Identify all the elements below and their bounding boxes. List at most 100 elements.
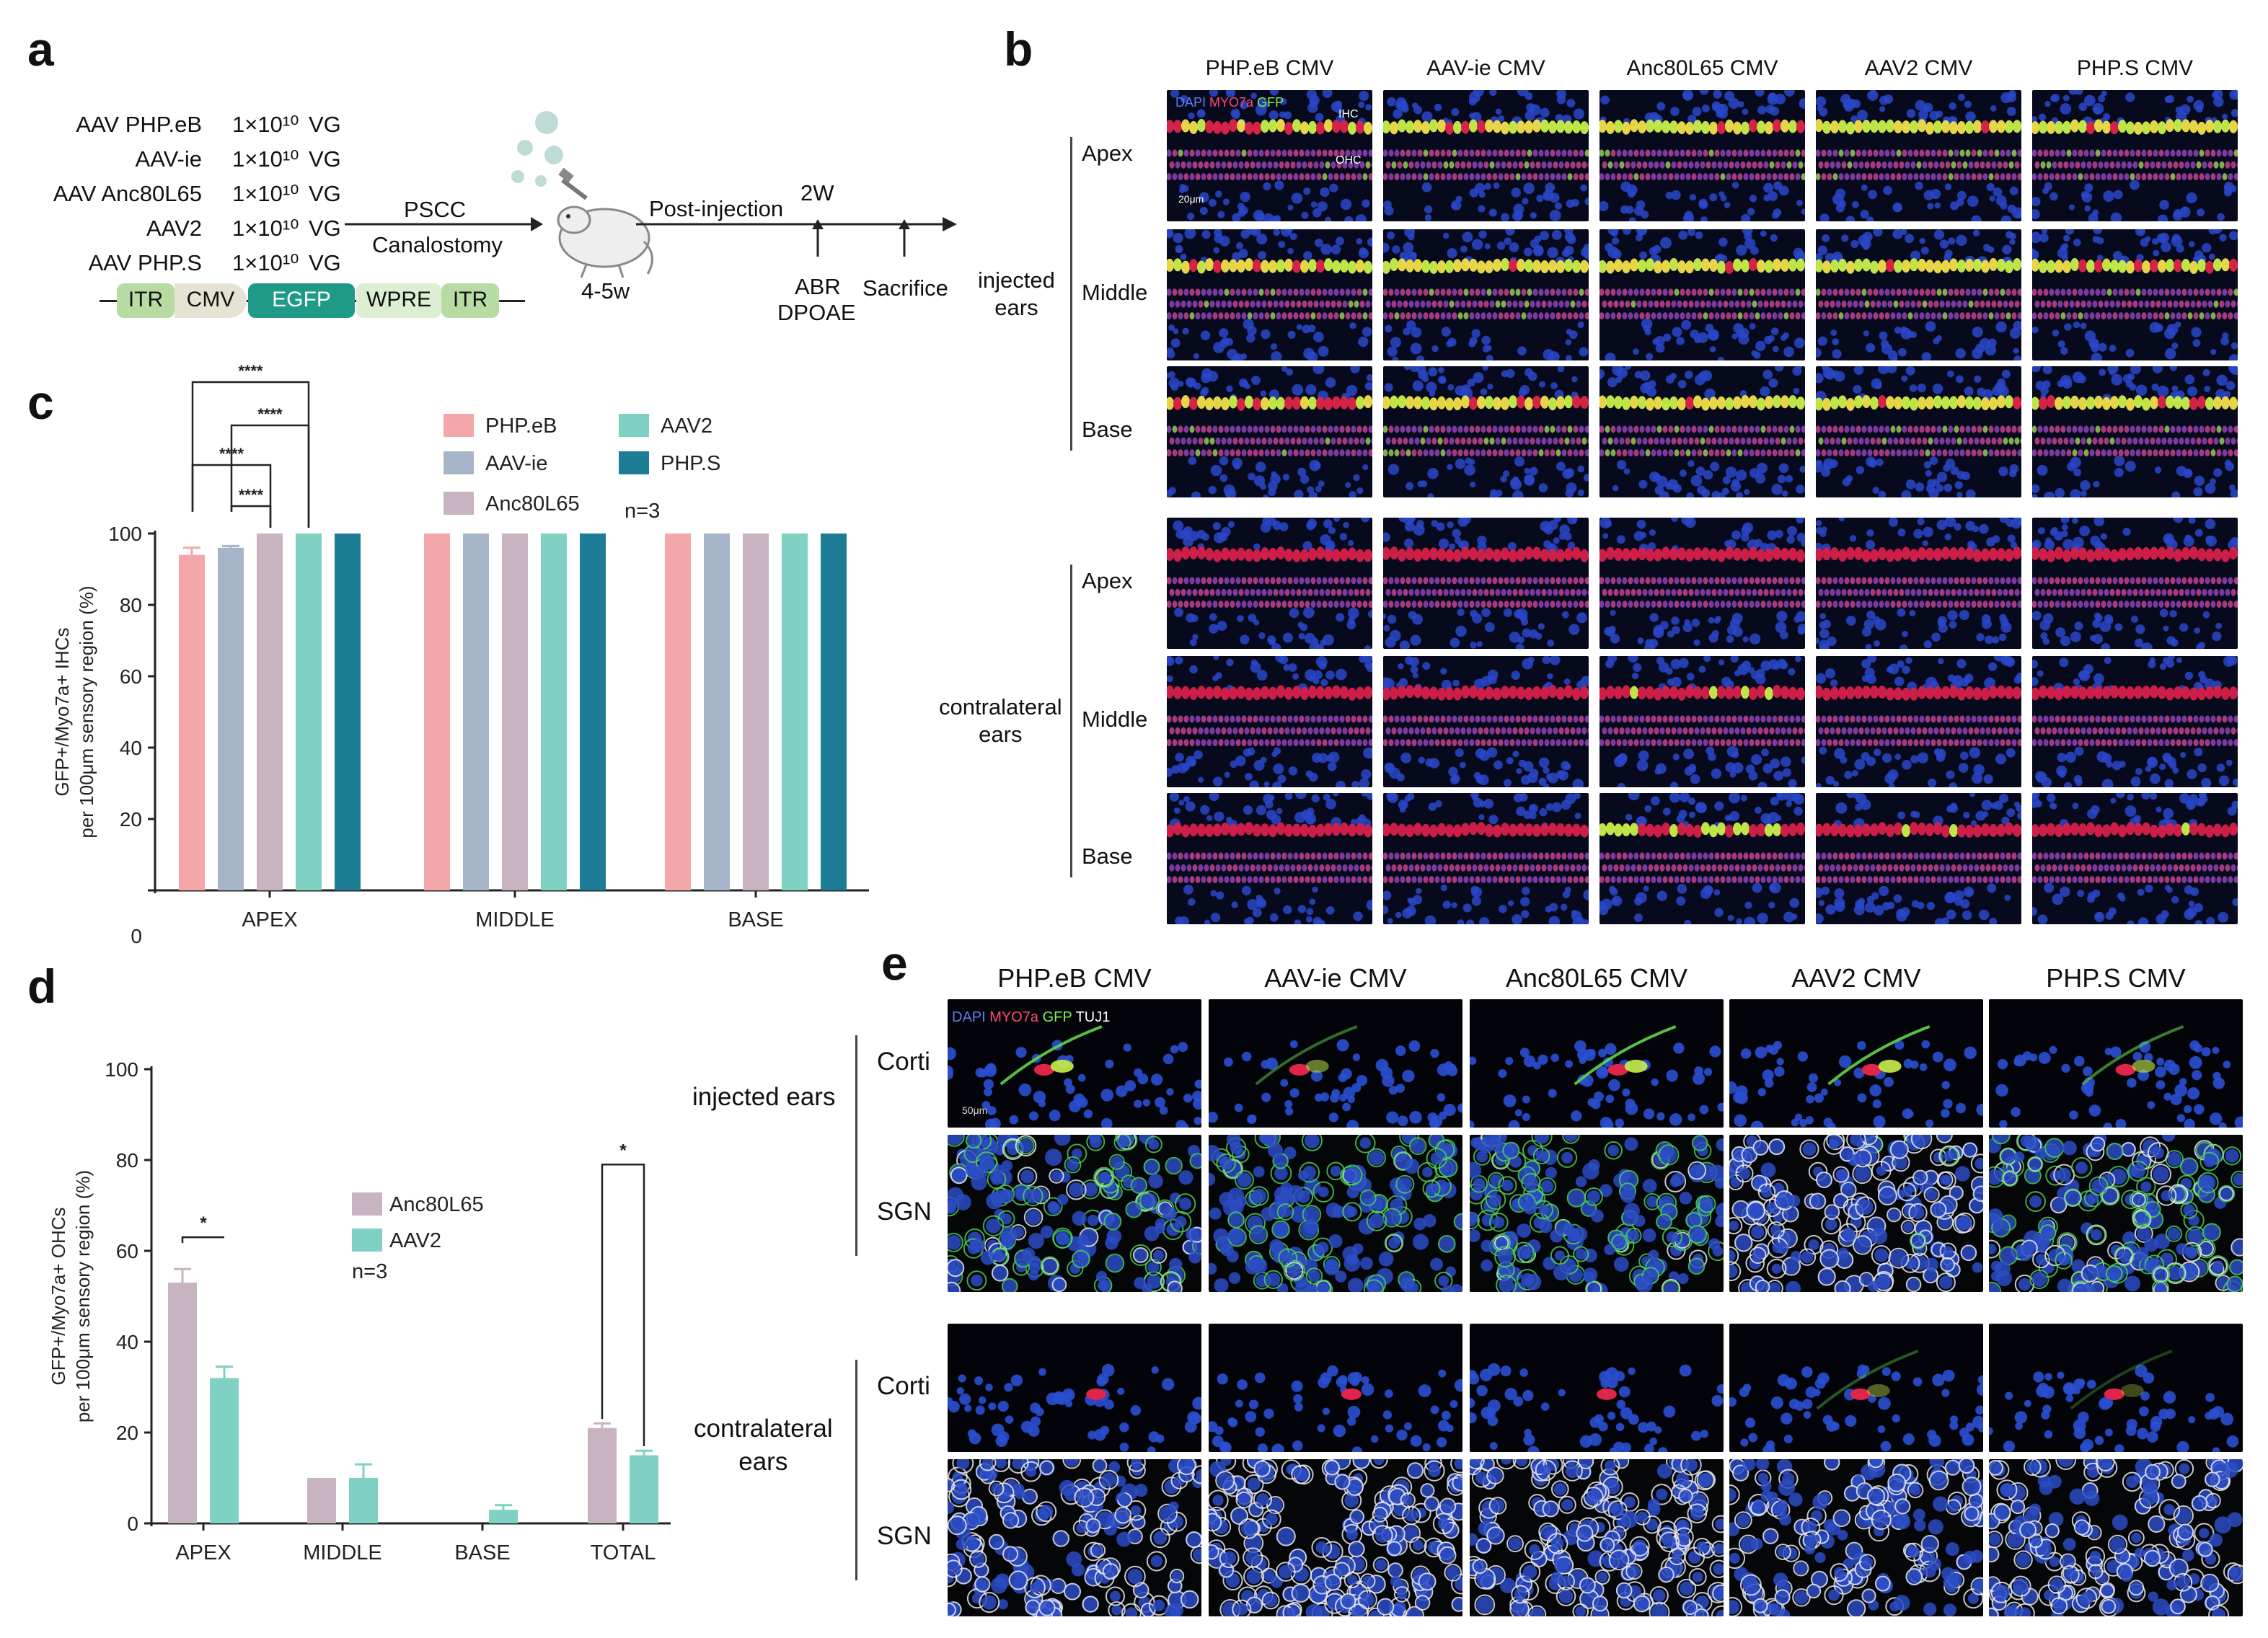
- legend-label: AAV2: [389, 1229, 441, 1252]
- panel-b-micrograph: [1599, 793, 1805, 924]
- significance-bracket: [191, 464, 272, 528]
- y-tick-label: 80: [116, 1149, 138, 1172]
- y-tick-label: 20: [120, 808, 142, 831]
- panel-e-row-label: SGN: [877, 1197, 932, 1226]
- panel-e-micrograph: [1470, 1135, 1724, 1292]
- bar: [296, 534, 322, 890]
- legend-label: AAV2: [661, 415, 712, 438]
- bar: [424, 534, 450, 890]
- panel-e-micrograph: [1989, 1324, 2243, 1452]
- legend-swatch: [352, 1228, 382, 1252]
- y-tick-label: 80: [120, 594, 142, 616]
- panel-b-column-title: Anc80L65 CMV: [1626, 56, 1778, 80]
- bar: [502, 534, 528, 890]
- x-tick-label: APEX: [175, 1541, 231, 1564]
- significance-bracket: [601, 1164, 645, 1446]
- bar: [349, 1478, 378, 1523]
- panel-e-micrograph: [1989, 1135, 2243, 1292]
- panel-b-micrograph: [1816, 366, 2021, 497]
- construct-wpre: WPRE: [356, 283, 441, 318]
- x-tick-label: APEX: [242, 908, 297, 931]
- panel-b-micrograph: [1383, 518, 1589, 649]
- panel-b-micrograph: [1383, 90, 1589, 221]
- ohc-label: OHC: [1336, 154, 1362, 167]
- stain-gfp: GFP: [1257, 95, 1284, 110]
- mouse-age: 4-5w: [581, 278, 630, 304]
- bar: [588, 1427, 617, 1523]
- panel-b-micrograph: [2032, 518, 2238, 649]
- panel-b-micrograph: [1383, 229, 1589, 360]
- panel-b-group-label-line1: contralateral: [939, 694, 1062, 720]
- panel-e-group-bracket: [855, 1035, 857, 1256]
- panel-b-micrograph: [1167, 366, 1372, 497]
- stain-dapi: DAPI: [952, 1009, 986, 1025]
- panel-e-micrograph: [1209, 999, 1462, 1128]
- panel-b-column-title: AAV-ie CMV: [1426, 56, 1545, 80]
- post-injection-label: Post-injection: [649, 196, 784, 221]
- panel-b-stain-legend: DAPI MYO7a GFP: [1175, 95, 1284, 110]
- y-tick-label: 0: [127, 1513, 138, 1535]
- panel-b-micrograph: [1383, 793, 1589, 924]
- bar: [630, 1455, 658, 1523]
- bar: [665, 534, 691, 890]
- y-tick-label: 60: [116, 1240, 138, 1262]
- panel-e-micrograph: [1729, 1135, 1983, 1292]
- panel-e-micrograph: [1729, 1459, 1983, 1616]
- bar: [218, 547, 244, 890]
- panel-d-chart: 0 20 40 60 80 100 APEX MIDDLE BASE TOTAL GFP+/Myo7…: [48, 1058, 671, 1564]
- endpoint-sacrifice: Sacrifice: [862, 275, 948, 301]
- panel-e-micrograph: [1989, 999, 2243, 1128]
- panel-b-row-label: Apex: [1082, 568, 1133, 593]
- legend-label: Anc80L65: [485, 492, 580, 515]
- bar: [541, 534, 567, 890]
- legend-swatch: [444, 414, 474, 437]
- panel-e-group-label: injected ears: [692, 1081, 835, 1114]
- bar: [257, 534, 283, 890]
- timepoint-2w: 2W: [800, 180, 834, 205]
- x-tick-label: BASE: [728, 908, 783, 931]
- y-tick-label: 60: [120, 665, 142, 688]
- panel-b-row-label: Base: [1082, 844, 1133, 869]
- panel-b-micrograph: [1167, 518, 1372, 649]
- panel-e-row-label: Corti: [877, 1048, 930, 1076]
- significance-marker: ****: [239, 486, 264, 504]
- significance-bracket: [230, 424, 310, 528]
- bar: [307, 1478, 336, 1523]
- significance-marker: *: [200, 1213, 207, 1233]
- panel-b-group-bracket: [1070, 565, 1072, 877]
- panel-b-micrograph: [2032, 229, 2238, 360]
- significance-bracket: [230, 505, 272, 528]
- bar: [743, 534, 769, 890]
- route-pscc: PSCC: [404, 197, 467, 222]
- panel-e-group-label-line2: ears: [738, 1448, 788, 1476]
- vector-name: AAV Anc80L65: [53, 181, 202, 206]
- panel-b-micrograph: [1816, 518, 2021, 649]
- route-arrow: [345, 217, 543, 231]
- panel-letter-d: d: [27, 960, 57, 1013]
- bar: [210, 1378, 239, 1523]
- significance-marker: ****: [219, 445, 244, 463]
- panel-b-micrograph: [1383, 656, 1589, 787]
- panel-e-micrograph: [1470, 999, 1724, 1128]
- panel-e-stain-legend: DAPI MYO7a GFP TUJ1: [952, 1009, 1110, 1026]
- panel-b-group-label-line1: injected: [978, 267, 1055, 293]
- legend-n: n=3: [352, 1260, 387, 1283]
- panel-b-micrograph: [1599, 656, 1805, 787]
- panel-e-micrograph: [948, 999, 1201, 1128]
- vector-dose: 1×10¹⁰: [232, 216, 299, 241]
- construct-itr-right: ITR: [441, 283, 499, 318]
- panel-e-column-title: PHP.eB CMV: [997, 963, 1152, 993]
- panel-b-micrograph: [2032, 656, 2238, 787]
- panel-b-micrograph: [1167, 793, 1372, 924]
- test-abr: ABR: [795, 274, 841, 299]
- panel-b-micrograph: [1599, 229, 1805, 360]
- significance-marker: ****: [257, 405, 283, 423]
- panel-e-column-title: Anc80L65 CMV: [1505, 963, 1688, 993]
- mouse-injection-icon: [511, 111, 653, 278]
- panel-b-micrograph: [1599, 90, 1805, 221]
- panel-e-group-label-line1: contralateral: [694, 1415, 833, 1443]
- panel-b-micrograph: [1816, 90, 2021, 221]
- vector-unit: VG: [309, 181, 341, 206]
- panel-e-micrograph: [1470, 1324, 1724, 1452]
- construct-cmv: CMV: [175, 283, 247, 318]
